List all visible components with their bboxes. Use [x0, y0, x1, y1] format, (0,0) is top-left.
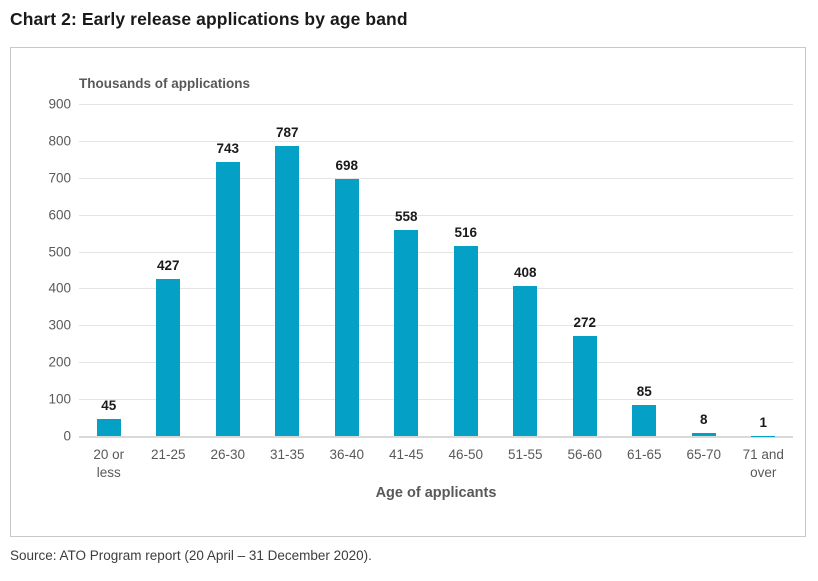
- bar-value-label: 787: [275, 124, 299, 140]
- bar-column: 787: [258, 104, 318, 436]
- x-tick-label: 46-50: [448, 447, 484, 462]
- chart-frame: Thousands of applications 0 100 200 300 400 5…: [10, 47, 806, 537]
- bar: [572, 335, 597, 436]
- x-tick-label: 71 and over: [742, 447, 784, 480]
- bar-column: 1: [734, 104, 794, 436]
- gridline: [79, 288, 793, 290]
- gridline: [79, 399, 793, 401]
- x-tick-label: 61-65: [626, 447, 662, 462]
- bar-column: 85: [615, 104, 675, 436]
- bar-column: 8: [674, 104, 734, 436]
- plot-area: 45 427 743 787 698 558 516 408 272 85 8 1: [79, 104, 793, 438]
- bar-value-label: 408: [513, 264, 537, 280]
- bar-value-label: 1: [759, 414, 767, 430]
- x-tick-label: 21-25: [150, 447, 186, 462]
- gridline: [79, 251, 793, 253]
- x-tick-label: 31-35: [269, 447, 305, 462]
- bar-value-label: 85: [636, 383, 652, 399]
- bar-column: 408: [496, 104, 556, 436]
- y-tick-label: 400: [48, 280, 71, 296]
- gridline: [79, 214, 793, 216]
- bar: [215, 161, 240, 436]
- y-tick-label: 900: [48, 96, 71, 112]
- bar-value-label: 558: [394, 209, 418, 225]
- bar-value-label: 743: [216, 140, 240, 156]
- gridline: [79, 140, 793, 142]
- gridline: [79, 325, 793, 327]
- gridline: [79, 362, 793, 364]
- bar-column: 743: [198, 104, 258, 436]
- bar-value-label: 516: [454, 224, 478, 240]
- gridlines: [79, 104, 793, 436]
- y-tick-label: 100: [48, 391, 71, 407]
- y-tick-label: 0: [63, 428, 71, 444]
- bar-column: 45: [79, 104, 139, 436]
- bars-row: 45 427 743 787 698 558 516 408 272 85 8 1: [79, 104, 793, 436]
- bar: [334, 178, 359, 436]
- bar-column: 272: [555, 104, 615, 436]
- y-tick-label: 500: [48, 244, 71, 260]
- bar: [394, 230, 419, 436]
- x-axis-title: Age of applicants: [375, 485, 497, 501]
- bar: [453, 245, 478, 436]
- bar-value-label: 45: [101, 398, 117, 414]
- y-tick-label: 700: [48, 170, 71, 186]
- page-title: Chart 2: Early release applications by a…: [10, 9, 408, 29]
- source-note: Source: ATO Program report (20 April – 3…: [10, 548, 372, 563]
- bar: [156, 278, 181, 436]
- bar-value-label: 427: [156, 257, 180, 273]
- x-tick-label: 65-70: [686, 447, 722, 462]
- bar-column: 516: [436, 104, 496, 436]
- y-tick-label: 300: [48, 317, 71, 333]
- y-tick-label: 600: [48, 207, 71, 223]
- bar-value-label: 8: [699, 412, 708, 428]
- bar-column: 558: [377, 104, 437, 436]
- x-labels-row: 20 or less 21-25 26-30 31-35 36-40 41-45 46-50…: [79, 446, 793, 481]
- bar: [96, 419, 121, 436]
- bar-value-label: 272: [573, 314, 597, 330]
- bar-column: 698: [317, 104, 377, 436]
- bar: [513, 285, 538, 436]
- gridline: [79, 104, 793, 105]
- y-tick-label: 200: [48, 354, 71, 370]
- x-tick-label: 51-55: [507, 447, 543, 462]
- x-tick-label: 36-40: [329, 447, 365, 462]
- bar: [275, 145, 300, 436]
- y-axis-title: Thousands of applications: [79, 76, 251, 91]
- x-tick-label: 56-60: [567, 447, 603, 462]
- x-tick-label: 41-45: [388, 447, 424, 462]
- y-axis: 0 100 200 300 400 500 600 700 800 900: [11, 97, 71, 444]
- bar-value-label: 698: [335, 157, 359, 173]
- bar-column: 427: [139, 104, 199, 436]
- bar: [632, 404, 657, 436]
- y-tick-label: 800: [48, 133, 71, 149]
- x-tick-label: 26-30: [210, 447, 246, 462]
- gridline: [79, 177, 793, 179]
- bar: [691, 433, 716, 436]
- x-tick-label: 20 or less: [93, 447, 125, 480]
